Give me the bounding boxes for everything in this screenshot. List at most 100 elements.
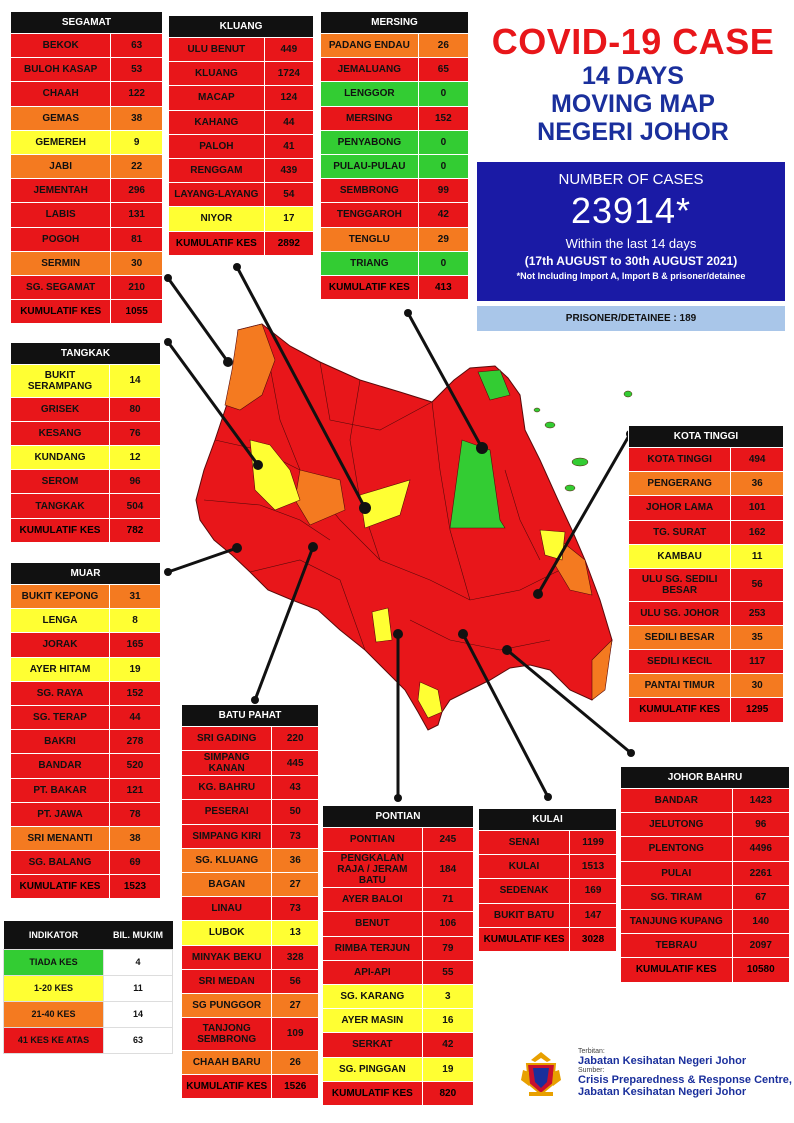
mukim-cases: 0 — [417, 250, 470, 276]
mukim-name: SG. BALANG — [10, 850, 110, 876]
mukim-cases: 27 — [271, 992, 319, 1019]
mukim-name: GRISEK — [10, 396, 110, 422]
mukim-name: ULU SG. SEDILI BESAR — [627, 567, 732, 602]
mukim-cases: 278 — [109, 729, 161, 755]
mukim-row: MERSING 152 — [320, 105, 470, 131]
mukim-name: TANGKAK — [10, 493, 110, 519]
mukim-row: PESERAI 50 — [180, 799, 319, 825]
mukim-name: JEMENTAH — [9, 178, 112, 204]
mukim-row: SG. PINGGAN 19 — [322, 1056, 475, 1082]
total-row: KUMULATIF KES 782 — [10, 517, 161, 543]
mukim-cases: 449 — [263, 36, 315, 63]
mukim-cases: 26 — [271, 1049, 319, 1075]
total-cases: 413 — [417, 274, 470, 301]
mukim-name: PALOH — [168, 133, 265, 159]
mukim-row: JELUTONG 96 — [620, 812, 791, 838]
district-table-mersing: MERSING PADANG ENDAU 26 JEMALUANG 65 LENGGOR 0… — [320, 11, 470, 301]
mukim-cases: 80 — [109, 396, 161, 422]
mukim-name: JELUTONG — [620, 812, 733, 838]
mukim-name: KULAI — [477, 854, 571, 880]
island — [544, 421, 556, 429]
mukim-row: SENAI 1199 — [477, 829, 617, 856]
mukim-row: BANDAR 520 — [10, 753, 161, 779]
total-label: KUMULATIF KES — [620, 957, 733, 983]
mukim-cases: 220 — [271, 725, 319, 752]
mukim-name: TANJUNG KUPANG — [620, 908, 733, 935]
mukim-row: SIMPANG KIRI 73 — [180, 823, 319, 849]
mukim-row: TANGKAK 504 — [10, 493, 161, 519]
mukim-row: SERMIN 30 — [9, 250, 163, 276]
mukim-row: BAGAN 27 — [180, 871, 319, 898]
total-label: KUMULATIF KES — [9, 299, 112, 325]
case-period-dates: (17th AUGUST to 30th AUGUST 2021) — [524, 254, 738, 268]
total-label: KUMULATIF KES — [320, 274, 419, 301]
mukim-cases: 162 — [730, 519, 784, 545]
case-note: *Not Including Import A, Import B & pris… — [516, 271, 746, 281]
mukim-row: KG. BAHRU 43 — [180, 775, 319, 801]
map-area-yellow-e — [539, 529, 566, 561]
mukim-cases: 30 — [730, 673, 784, 699]
mukim-row: ULU BENUT 449 — [168, 36, 315, 63]
mukim-cases: 79 — [421, 935, 475, 961]
mukim-cases: 245 — [421, 826, 475, 853]
mukim-cases: 131 — [110, 202, 163, 228]
legend-row: 21-40 KES 14 — [3, 1000, 173, 1028]
mukim-cases: 42 — [417, 202, 470, 228]
district-name: TANGKAK — [10, 342, 161, 365]
mukim-cases: 13 — [271, 920, 319, 946]
mukim-row: KOTA TINGGI 494 — [627, 446, 784, 473]
mukim-row: BENUT 106 — [322, 911, 475, 937]
legend: INDIKATOR BIL. MUKIM TIADA KES 4 1-20 KES 1… — [3, 921, 173, 1054]
total-label: KUMULATIF KES — [10, 874, 110, 900]
mukim-name: BUKIT BATU — [477, 902, 571, 928]
mukim-row: TANJUNG KUPANG 140 — [620, 908, 791, 935]
mukim-cases: 69 — [109, 850, 161, 876]
mukim-row: BULOH KASAP 53 — [9, 57, 163, 83]
mukim-row: SEROM 96 — [10, 469, 161, 495]
total-row: KUMULATIF KES 1055 — [9, 299, 163, 325]
mukim-row: RIMBA TERJUN 79 — [322, 935, 475, 961]
map-area-yellow-s — [371, 607, 393, 643]
total-cases: 1523 — [109, 874, 161, 900]
page-subtitle: NEGERI JOHOR — [537, 118, 729, 146]
legend-row: TIADA KES 4 — [3, 948, 173, 976]
mukim-cases: 0 — [417, 129, 470, 155]
mukim-name: RIMBA TERJUN — [322, 935, 423, 961]
district-name: KLUANG — [168, 15, 314, 38]
mukim-row: TRIANG 0 — [320, 250, 470, 276]
mukim-cases: 0 — [417, 81, 470, 107]
mukim-name: GEMEREH — [9, 129, 112, 155]
mukim-name: BUKIT SERAMPANG — [10, 364, 110, 398]
mukim-cases: 55 — [421, 959, 475, 985]
mukim-row: SEMBRONG 99 — [320, 178, 470, 204]
mukim-cases: 9 — [110, 129, 163, 155]
mukim-cases: 19 — [109, 656, 161, 682]
total-row: KUMULATIF KES 1295 — [627, 697, 784, 723]
mukim-cases: 124 — [263, 85, 315, 111]
mukim-row: KUNDANG 12 — [10, 445, 161, 471]
legend-indicator: TIADA KES — [3, 948, 104, 976]
mukim-cases: 12 — [109, 445, 161, 471]
mukim-row: LUBOK 13 — [180, 920, 319, 946]
mukim-cases: 17 — [263, 206, 315, 232]
johor-crest-logo — [521, 1052, 561, 1096]
mukim-row: KLUANG 1724 — [168, 61, 315, 87]
mukim-row: PT. JAWA 78 — [10, 801, 161, 827]
mukim-name: JORAK — [10, 632, 110, 658]
map-area-orange-nw — [224, 323, 276, 411]
mukim-cases: 1423 — [731, 787, 791, 814]
mukim-row: LINAU 73 — [180, 896, 319, 922]
mukim-name: SEDENAK — [477, 878, 571, 904]
mukim-name: RENGGAM — [168, 157, 265, 184]
island — [533, 407, 541, 413]
district-table-pontian: PONTIAN PONTIAN 245 PENGKALAN RAJA / JERAM … — [322, 805, 475, 1106]
credits: Terbitan: Jabatan Kesihatan Negeri Johor… — [578, 1048, 792, 1098]
mukim-name: BULOH KASAP — [9, 57, 112, 83]
mukim-name: SG. TIRAM — [620, 884, 733, 910]
mukim-cases: 184 — [421, 851, 475, 889]
mukim-row: TEBRAU 2097 — [620, 933, 791, 959]
mukim-row: SRI MENANTI 38 — [10, 825, 161, 852]
mukim-name: SERMIN — [9, 250, 112, 276]
mukim-cases: 96 — [109, 469, 161, 495]
mukim-row: JOHOR LAMA 101 — [627, 495, 784, 521]
